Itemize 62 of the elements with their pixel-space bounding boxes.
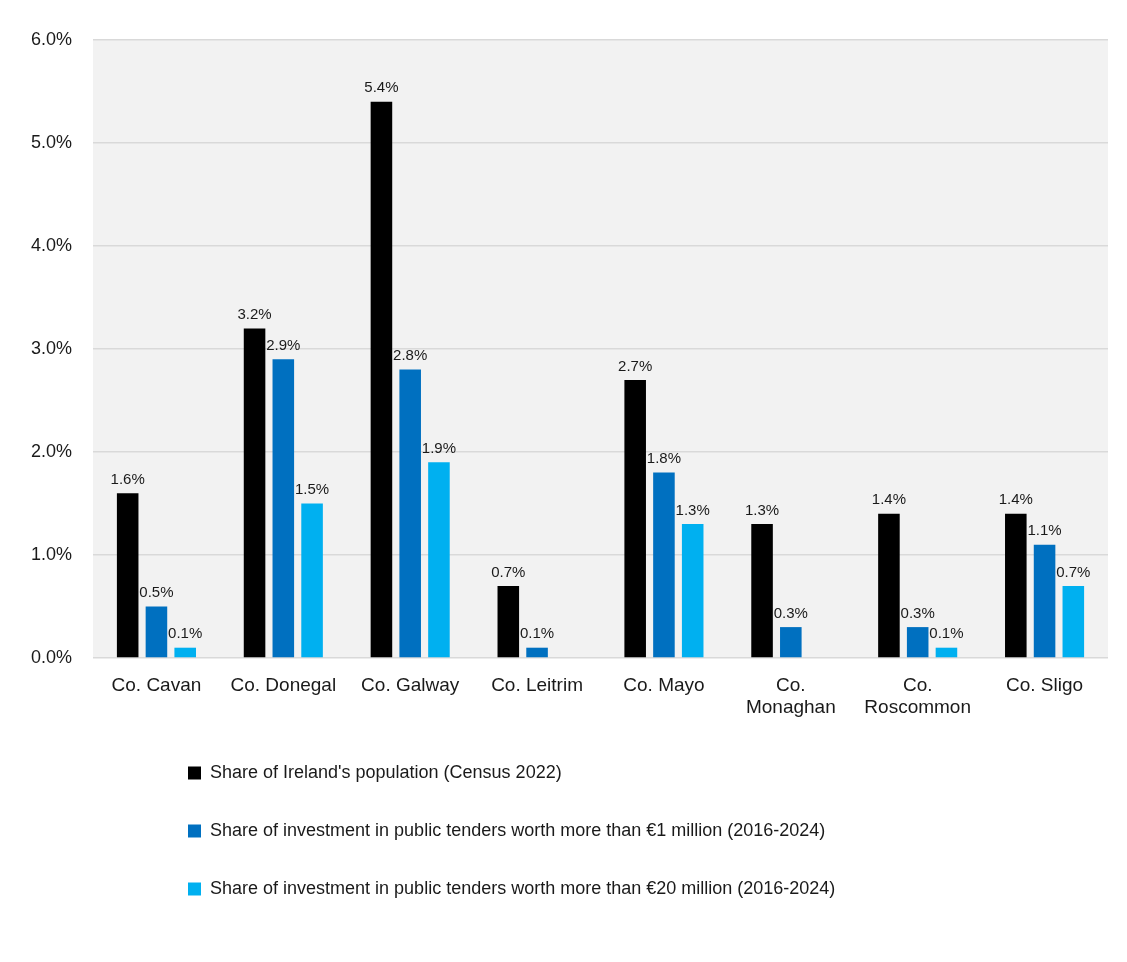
bar [935, 647, 958, 658]
bar [145, 606, 168, 658]
y-tick-label: 5.0% [30, 131, 72, 152]
bar [1062, 585, 1085, 658]
bar [653, 472, 675, 658]
y-tick-label: 6.0% [30, 28, 72, 49]
bar [174, 647, 196, 658]
x-tick-label: Co. Cavan [111, 673, 202, 695]
data-label: 1.9% [421, 438, 457, 456]
data-label: 1.6% [110, 469, 145, 487]
bar [399, 369, 421, 658]
bar [272, 359, 295, 658]
y-tick-label: 3.0% [30, 337, 72, 358]
bar [526, 647, 548, 658]
legend-label: Share of Ireland's population (Census 2022) [210, 761, 562, 782]
data-label: 0.5% [139, 583, 174, 601]
data-label: 1.4% [871, 490, 907, 508]
data-label: 0.7% [491, 562, 526, 580]
data-label: 2.7% [618, 356, 653, 374]
data-label: 1.3% [675, 500, 710, 518]
bar [624, 379, 646, 658]
y-tick-label: 2.0% [30, 440, 72, 461]
bar [906, 627, 929, 658]
bar [301, 503, 323, 658]
legend-label: Share of investment in public tenders worth more than €1 million (2016-2024) [210, 819, 826, 840]
data-label: 1.8% [646, 449, 682, 467]
y-tick-label: 0.0% [30, 646, 72, 667]
data-label: 1.4% [998, 490, 1033, 508]
y-tick-label: 1.0% [30, 543, 72, 564]
data-label: 1.1% [1027, 521, 1062, 539]
y-tick-label: 4.0% [30, 234, 72, 255]
x-tick-label: Co. Monaghan [745, 673, 836, 718]
data-label: 0.3% [773, 603, 808, 621]
data-label: 1.3% [744, 500, 780, 518]
legend-label: Share of investment in public tenders worth more than €20 million (2016-2024) [210, 877, 836, 898]
data-label: 1.5% [294, 480, 330, 498]
data-label: 5.4% [364, 78, 399, 96]
bar [428, 462, 450, 658]
bar [116, 493, 139, 658]
bar [780, 627, 802, 658]
data-label: 0.1% [519, 624, 555, 642]
data-label: 3.2% [237, 305, 272, 323]
bar [243, 328, 266, 658]
data-label: 0.1% [168, 624, 203, 642]
data-label: 0.7% [1056, 562, 1091, 580]
bar [878, 513, 900, 658]
bar [1033, 544, 1056, 658]
data-label: 2.9% [266, 335, 301, 353]
bar [497, 585, 520, 658]
bar [370, 101, 393, 658]
x-tick-label: Co. Leitrim [491, 673, 583, 695]
data-label: 0.1% [929, 624, 964, 642]
x-tick-label: Co. Sligo [1006, 673, 1084, 695]
bar [1005, 513, 1027, 658]
x-tick-label: Co. Mayo [623, 673, 705, 695]
data-label: 0.3% [900, 603, 935, 621]
bar [681, 524, 704, 658]
bar [751, 524, 773, 658]
x-tick-label: Co. Roscommon [864, 673, 972, 718]
x-tick-label: Co. Galway [361, 673, 460, 695]
x-tick-label: Co. Donegal [230, 673, 337, 695]
data-label: 2.8% [393, 346, 428, 364]
